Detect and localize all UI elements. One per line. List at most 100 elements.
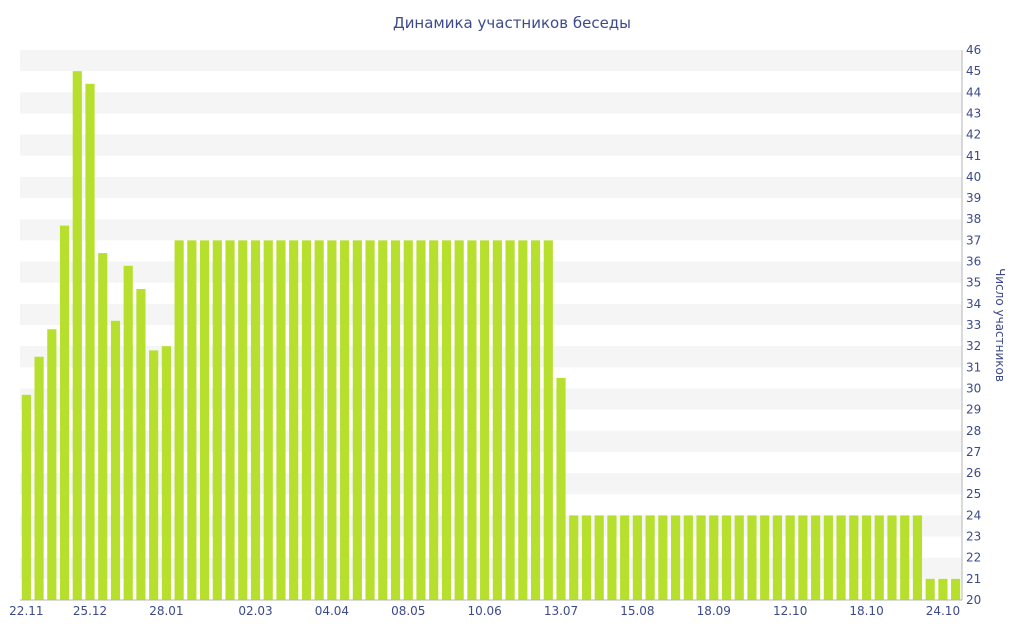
y-tick-label: 35: [966, 276, 981, 290]
bar: [530, 240, 541, 600]
bar: [340, 240, 350, 600]
bar: [403, 240, 413, 600]
bar: [696, 515, 706, 600]
y-tick-label: 31: [966, 360, 981, 374]
bar: [263, 240, 273, 600]
grid-band: [20, 50, 962, 72]
bar: [98, 253, 108, 600]
y-tick-label: 36: [966, 255, 981, 269]
y-tick-label: 46: [966, 43, 981, 57]
y-tick-label: 32: [966, 339, 981, 353]
bar: [785, 515, 795, 600]
x-tick-label: 18.10: [849, 604, 883, 618]
bar: [709, 515, 719, 600]
grid-band: [20, 473, 962, 495]
y-axis-ticks: 20 21 22 23 24 25 26 27 28 29 30 31 32 33 34 35 36 37 38 39…: [966, 43, 981, 607]
x-tick-label: 25.12: [73, 604, 107, 618]
bar: [378, 240, 388, 600]
bar: [734, 515, 744, 600]
bar: [467, 240, 477, 600]
chart-title: Динамика участников беседы: [393, 14, 631, 32]
bar: [123, 265, 133, 600]
bar: [85, 83, 95, 601]
grid-band: [20, 134, 962, 156]
bar: [492, 240, 502, 600]
y-tick-label: 25: [966, 487, 981, 501]
bar: [861, 515, 872, 600]
bar: [187, 240, 197, 600]
bar: [912, 515, 923, 600]
y-tick-label: 24: [966, 508, 981, 522]
y-tick-label: 20: [966, 593, 981, 607]
x-tick-label: 15.08: [620, 604, 654, 618]
bar: [276, 240, 286, 600]
bar: [454, 240, 464, 600]
bar: [416, 240, 426, 600]
y-tick-label: 45: [966, 64, 981, 78]
bar: [301, 240, 312, 600]
grid-bands: [20, 50, 962, 579]
x-tick-label: 12.10: [773, 604, 807, 618]
y-tick-label: 22: [966, 551, 981, 565]
bar: [250, 240, 261, 600]
bar: [849, 515, 859, 600]
bar: [212, 240, 222, 600]
x-tick-label: 18.09: [697, 604, 731, 618]
bar: [505, 240, 515, 600]
bar: [887, 515, 897, 600]
bar: [289, 240, 299, 600]
bar: [136, 289, 146, 600]
x-tick-label: 28.01: [149, 604, 183, 618]
bar: [836, 515, 846, 600]
y-tick-label: 26: [966, 466, 981, 480]
bar: [683, 515, 693, 600]
x-tick-label: 22.11: [9, 604, 43, 618]
bar: [225, 240, 235, 600]
bar: [200, 240, 210, 600]
bar: [900, 515, 910, 600]
bar: [645, 515, 655, 600]
bar: [59, 225, 70, 600]
x-tick-label: 08.05: [391, 604, 425, 618]
bar: [110, 320, 121, 600]
x-tick-label: 13.07: [544, 604, 578, 618]
bar: [352, 240, 362, 600]
y-tick-label: 39: [966, 191, 981, 205]
y-tick-label: 29: [966, 403, 981, 417]
bar: [823, 515, 833, 600]
bar: [569, 515, 579, 600]
x-tick-label: 10.06: [467, 604, 501, 618]
bar: [365, 240, 375, 600]
bar: [721, 515, 732, 600]
grid-band: [20, 515, 962, 537]
bar: [594, 515, 604, 600]
bar: [747, 515, 757, 600]
y-tick-label: 33: [966, 318, 981, 332]
bar: [811, 515, 821, 600]
y-tick-label: 37: [966, 233, 981, 247]
y-tick-label: 34: [966, 297, 981, 311]
bar: [480, 240, 490, 600]
y-tick-label: 23: [966, 530, 981, 544]
y-tick-label: 41: [966, 149, 981, 163]
bar: [390, 240, 401, 600]
bar: [760, 515, 770, 600]
bar: [174, 240, 184, 600]
x-tick-label: 04.04: [315, 604, 349, 618]
x-axis-ticks: 22.11 25.12 28.01 02.03 04.04 08.05 10.06 13.07…: [9, 604, 960, 618]
bar: [556, 377, 566, 600]
grid-band: [20, 176, 962, 199]
bar: [620, 515, 630, 600]
bar: [543, 240, 553, 600]
grid-band: [20, 388, 962, 410]
y-tick-label: 27: [966, 445, 981, 459]
bar: [441, 240, 452, 600]
bar: [671, 515, 681, 600]
bar: [772, 515, 783, 600]
bar: [47, 329, 57, 600]
bar: [798, 515, 808, 600]
bar: [161, 346, 171, 600]
bar: [238, 240, 248, 600]
bar: [21, 394, 31, 600]
bar: [34, 356, 44, 600]
